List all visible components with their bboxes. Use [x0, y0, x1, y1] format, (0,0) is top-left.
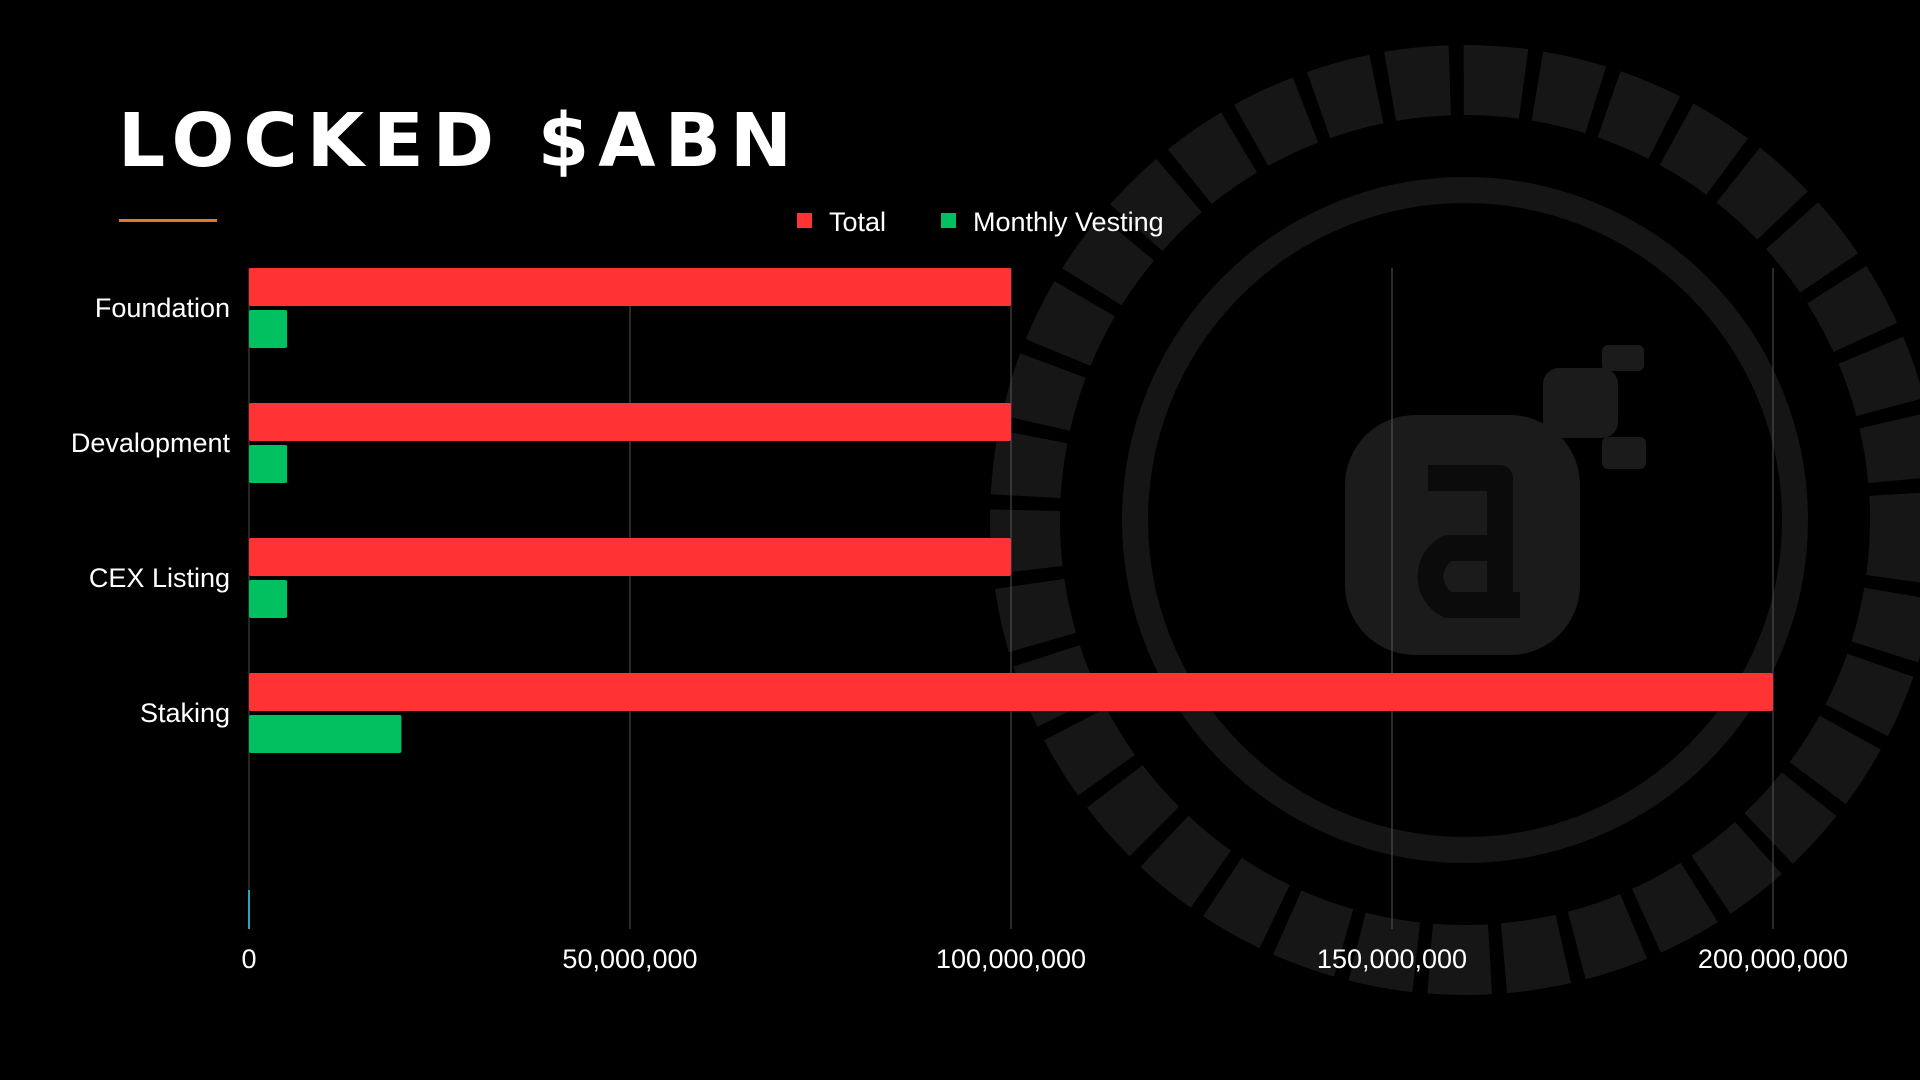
category-label: Devalopment [71, 428, 231, 458]
legend-label: Total [829, 207, 886, 237]
bar-staking-total [249, 673, 1773, 711]
x-tick-label: 200,000,000 [1698, 944, 1848, 974]
x-axis-ticks: 0 50,000,000 100,000,000 150,000,000 200,000… [241, 944, 1848, 974]
page-title: LOCKED $ABN [118, 98, 801, 184]
category-label: CEX Listing [89, 563, 230, 593]
category-label: Staking [140, 698, 230, 728]
x-tick-label: 50,000,000 [562, 944, 697, 974]
bar-foundation-monthly-vesting [249, 310, 288, 348]
bar-cex-listing-monthly-vesting [249, 580, 288, 618]
bar-devalopment-monthly-vesting [249, 445, 288, 483]
title-underline [119, 219, 217, 222]
x-tick-label: 150,000,000 [1317, 944, 1467, 974]
x-tick-label: 100,000,000 [936, 944, 1086, 974]
legend-swatch-total [797, 213, 812, 228]
bar-staking-monthly-vesting [249, 715, 402, 753]
bar-devalopment-total [249, 403, 1011, 441]
legend-label: Monthly Vesting [973, 207, 1164, 237]
x-tick-label: 0 [241, 944, 256, 974]
legend-swatch-monthly-vesting [941, 213, 956, 228]
bar-foundation-total [249, 268, 1011, 306]
bar-cex-listing-total [249, 538, 1011, 576]
grid-lines [248, 268, 1774, 929]
category-label: Foundation [95, 293, 230, 323]
legend: Total Monthly Vesting [797, 207, 1164, 237]
bars [249, 268, 1773, 753]
category-labels: Foundation Devalopment CEX Listing Staking [71, 293, 231, 728]
